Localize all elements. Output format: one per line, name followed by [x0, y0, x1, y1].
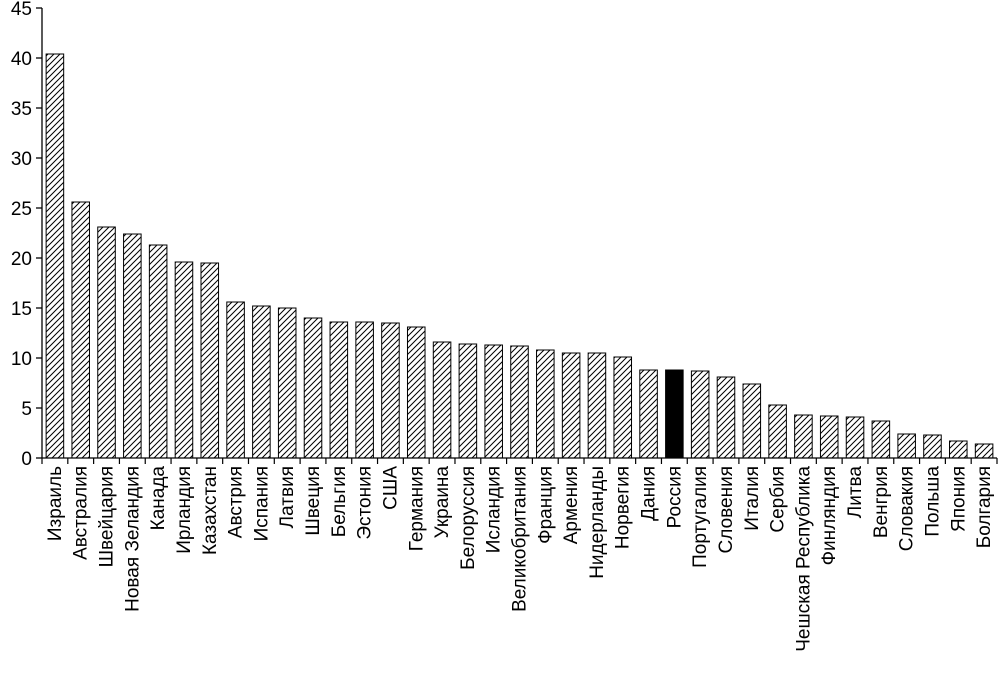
x-category-label: Испания	[251, 466, 272, 541]
bar	[458, 343, 478, 459]
bar	[819, 415, 839, 459]
bar	[200, 262, 220, 459]
y-tick-label: 40	[11, 49, 32, 70]
bar	[355, 321, 374, 459]
x-category-label: Латвия	[277, 466, 298, 528]
x-category-label: Белоруссия	[458, 466, 479, 570]
x-category-label: Великобритания	[510, 466, 531, 612]
bar	[949, 440, 968, 459]
x-category-label: Казахстан	[200, 466, 221, 555]
bar	[123, 233, 142, 459]
x-category-label: Польша	[922, 466, 943, 537]
bar	[897, 433, 916, 459]
y-tick-label: 20	[11, 249, 32, 270]
y-tick-label: 45	[11, 0, 32, 20]
bar	[716, 376, 736, 459]
bar	[484, 344, 503, 459]
x-category-label: Ирландия	[174, 466, 195, 554]
y-tick-label: 30	[11, 149, 32, 170]
bar	[536, 349, 555, 459]
bar	[974, 443, 994, 459]
x-category-label: Сербия	[768, 466, 789, 533]
bar	[639, 369, 658, 459]
x-category-label: Армения	[561, 466, 582, 544]
y-axis: 0 5 10 15 20 25 30 35 40 45	[11, 0, 43, 470]
bar	[768, 404, 787, 459]
bar	[794, 414, 813, 459]
bar	[561, 352, 581, 459]
x-category-label: Норвегия	[613, 466, 634, 549]
x-category-label: Россия	[664, 466, 685, 528]
bar	[432, 341, 452, 459]
x-category-label: Словения	[716, 466, 737, 553]
bar	[329, 321, 349, 459]
x-category-label: Чешская Республика	[793, 466, 814, 652]
x-category-label: США	[380, 466, 401, 510]
x-category-label: Венгрия	[871, 466, 892, 538]
bars	[45, 53, 994, 459]
bar	[277, 307, 297, 459]
x-category-label: Япония	[948, 466, 969, 532]
bar-highlighted	[665, 369, 684, 459]
x-category-label: Канада	[148, 466, 169, 531]
x-category-label: Португалия	[690, 466, 711, 568]
bar	[613, 356, 633, 459]
x-category-label: Литва	[845, 466, 866, 519]
x-category-label: Бельгия	[329, 466, 350, 537]
x-category-label: Австралия	[71, 466, 92, 560]
x-category-label: Швеция	[303, 466, 324, 536]
bar	[226, 301, 245, 459]
x-category-label: Эстония	[355, 466, 376, 540]
x-category-label: Словакия	[897, 466, 918, 551]
bar	[510, 345, 529, 459]
bar	[174, 261, 194, 459]
bar	[742, 383, 762, 459]
x-category-label: Болгария	[974, 466, 995, 548]
bar	[845, 416, 865, 459]
x-category-label: Украина	[432, 466, 453, 539]
bar	[587, 352, 607, 459]
y-tick-label: 35	[11, 99, 32, 120]
x-category-label: Франция	[535, 466, 556, 544]
y-tick-label: 15	[11, 299, 32, 320]
bar	[690, 370, 710, 459]
x-axis: Израиль Австралия Швейцария Новая Зеландия К…	[41, 457, 998, 652]
x-category-label: Италия	[742, 466, 763, 531]
bar	[252, 305, 271, 459]
x-category-label: Нидерланды	[587, 466, 608, 579]
x-category-label: Исландия	[484, 466, 505, 553]
y-tick-label: 0	[21, 449, 32, 470]
y-tick-label: 10	[11, 349, 32, 370]
bar	[871, 420, 891, 459]
x-category-label: Германия	[406, 466, 427, 551]
bar	[381, 322, 400, 459]
bar	[923, 434, 942, 459]
bar	[148, 244, 168, 459]
x-category-label: Дания	[639, 466, 660, 521]
bar	[97, 226, 116, 459]
x-category-label: Швейцария	[97, 466, 118, 567]
x-category-label: Финляндия	[819, 466, 840, 565]
x-category-label: Австрия	[226, 466, 247, 538]
x-category-label: Израиль	[45, 466, 66, 541]
x-category-label: Новая Зеландия	[122, 466, 143, 612]
bar	[406, 326, 426, 459]
bar	[45, 53, 65, 459]
bar	[303, 317, 323, 459]
y-tick-label: 5	[21, 399, 32, 420]
bar	[71, 201, 90, 459]
y-tick-label: 25	[11, 199, 32, 220]
